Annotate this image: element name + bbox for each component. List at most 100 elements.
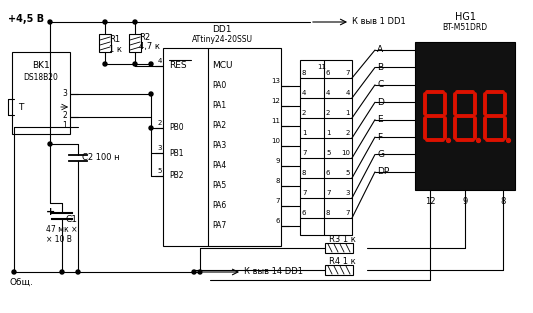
Circle shape bbox=[12, 270, 16, 274]
Text: 6: 6 bbox=[326, 170, 330, 176]
Bar bbox=[325, 265, 353, 275]
Text: PB1: PB1 bbox=[169, 148, 183, 157]
Text: 8: 8 bbox=[276, 178, 280, 184]
Text: 1: 1 bbox=[326, 130, 330, 136]
Text: 7: 7 bbox=[302, 150, 306, 156]
Text: DP: DP bbox=[377, 167, 389, 177]
Circle shape bbox=[48, 142, 52, 146]
Text: 11: 11 bbox=[271, 118, 280, 124]
Text: 9: 9 bbox=[276, 158, 280, 164]
Text: × 10 В: × 10 В bbox=[46, 234, 72, 244]
Text: 3: 3 bbox=[62, 89, 67, 98]
Text: 1: 1 bbox=[345, 110, 350, 116]
Text: R1: R1 bbox=[109, 35, 120, 44]
Text: D: D bbox=[377, 98, 384, 107]
Text: T: T bbox=[18, 102, 23, 111]
Circle shape bbox=[76, 270, 80, 274]
Text: R3 1 к: R3 1 к bbox=[329, 234, 356, 244]
Bar bbox=[325, 243, 353, 253]
Text: R2: R2 bbox=[139, 33, 150, 42]
Text: 7: 7 bbox=[302, 190, 306, 196]
Text: BK1: BK1 bbox=[32, 61, 50, 70]
Text: 1: 1 bbox=[62, 121, 67, 131]
Text: К выв 14 DD1: К выв 14 DD1 bbox=[244, 268, 303, 276]
Circle shape bbox=[192, 270, 196, 274]
Text: 8: 8 bbox=[302, 170, 306, 176]
Text: DS18B20: DS18B20 bbox=[23, 74, 59, 83]
Text: 2: 2 bbox=[62, 111, 67, 121]
Text: 2: 2 bbox=[302, 110, 306, 116]
Text: PA1: PA1 bbox=[212, 101, 226, 110]
Text: PA0: PA0 bbox=[212, 81, 226, 90]
Text: 10: 10 bbox=[341, 150, 350, 156]
Text: 12: 12 bbox=[425, 198, 435, 207]
Text: 3: 3 bbox=[345, 190, 350, 196]
Text: Общ.: Общ. bbox=[10, 278, 34, 287]
Text: E: E bbox=[377, 115, 383, 124]
Circle shape bbox=[103, 62, 107, 66]
Circle shape bbox=[149, 126, 153, 130]
Text: 47 мк ×: 47 мк × bbox=[46, 225, 77, 234]
Text: 6: 6 bbox=[276, 218, 280, 224]
Text: 6: 6 bbox=[326, 70, 330, 76]
Text: B: B bbox=[377, 63, 383, 72]
Text: +: + bbox=[46, 207, 55, 217]
Circle shape bbox=[133, 62, 137, 66]
Text: PA5: PA5 bbox=[212, 182, 226, 191]
Circle shape bbox=[149, 62, 153, 66]
Text: 7: 7 bbox=[276, 198, 280, 204]
Text: BT-M51DRD: BT-M51DRD bbox=[442, 23, 488, 32]
Text: 4: 4 bbox=[302, 90, 306, 96]
Text: 11: 11 bbox=[318, 64, 327, 70]
Text: C2 100 н: C2 100 н bbox=[82, 153, 119, 162]
Text: G: G bbox=[377, 150, 384, 159]
Text: К выв 1 DD1: К выв 1 DD1 bbox=[352, 18, 406, 27]
Bar bbox=[163, 48, 281, 246]
Circle shape bbox=[133, 20, 137, 24]
Text: 1: 1 bbox=[302, 130, 306, 136]
Text: 7: 7 bbox=[326, 190, 330, 196]
Bar bbox=[12, 52, 70, 134]
Text: 7: 7 bbox=[345, 70, 350, 76]
Text: PA6: PA6 bbox=[212, 202, 226, 211]
Text: 2: 2 bbox=[345, 130, 350, 136]
Text: DD1: DD1 bbox=[212, 25, 232, 34]
Text: PA2: PA2 bbox=[212, 121, 226, 131]
Text: ATtiny24-20SSU: ATtiny24-20SSU bbox=[191, 35, 253, 44]
Bar bbox=[129, 34, 141, 52]
Text: +4,5 В: +4,5 В bbox=[8, 14, 44, 24]
Text: 10: 10 bbox=[271, 138, 280, 144]
Text: PA4: PA4 bbox=[212, 162, 226, 171]
Text: 4: 4 bbox=[158, 58, 162, 64]
Text: 13: 13 bbox=[271, 78, 280, 84]
Text: 4: 4 bbox=[326, 90, 330, 96]
Text: C: C bbox=[377, 80, 383, 89]
Text: 12: 12 bbox=[271, 98, 280, 104]
Text: A: A bbox=[377, 45, 383, 54]
Text: PA7: PA7 bbox=[212, 222, 226, 230]
Bar bbox=[415, 42, 515, 190]
Text: 5: 5 bbox=[326, 150, 330, 156]
Text: PB0: PB0 bbox=[169, 124, 184, 132]
Text: 2: 2 bbox=[158, 120, 162, 126]
Text: 4,7 к: 4,7 к bbox=[139, 42, 160, 50]
Text: MCU: MCU bbox=[212, 61, 232, 70]
Text: C1: C1 bbox=[65, 215, 77, 224]
Text: 5: 5 bbox=[345, 170, 350, 176]
Text: 8: 8 bbox=[500, 198, 506, 207]
Text: 8: 8 bbox=[302, 70, 306, 76]
Text: 6: 6 bbox=[302, 210, 306, 216]
Bar bbox=[99, 34, 111, 52]
Text: 8: 8 bbox=[326, 210, 330, 216]
Text: 9: 9 bbox=[462, 198, 467, 207]
Text: F: F bbox=[377, 133, 382, 141]
Text: 3: 3 bbox=[157, 145, 162, 151]
Text: 4: 4 bbox=[345, 90, 350, 96]
Text: R4 1 к: R4 1 к bbox=[329, 256, 356, 265]
Text: PA3: PA3 bbox=[212, 141, 226, 151]
Text: HG1: HG1 bbox=[455, 12, 475, 22]
Text: 1 к: 1 к bbox=[109, 44, 122, 54]
Circle shape bbox=[60, 270, 64, 274]
Circle shape bbox=[48, 20, 52, 24]
Text: 2: 2 bbox=[326, 110, 330, 116]
